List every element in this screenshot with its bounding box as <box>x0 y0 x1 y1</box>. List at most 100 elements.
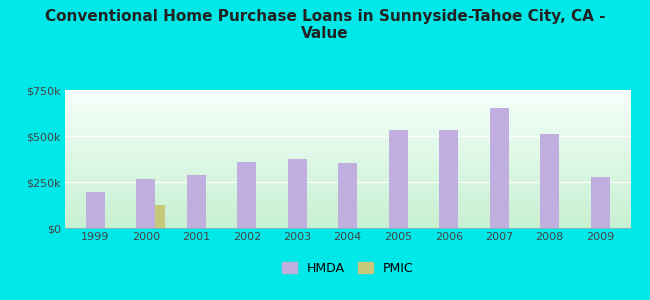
Bar <box>65 160 630 161</box>
Bar <box>338 163 358 228</box>
Bar <box>65 150 630 151</box>
Bar <box>65 209 630 210</box>
Bar <box>65 211 630 212</box>
Bar <box>65 132 630 133</box>
Bar <box>65 144 630 145</box>
Bar <box>65 149 630 150</box>
Bar <box>65 161 630 162</box>
Bar <box>65 167 630 168</box>
Bar <box>65 121 630 122</box>
Bar <box>65 99 630 100</box>
Bar <box>65 105 630 106</box>
Bar <box>65 96 630 97</box>
Bar <box>65 100 630 101</box>
Bar <box>65 117 630 118</box>
Bar <box>65 213 630 214</box>
Bar <box>65 181 630 182</box>
Bar <box>65 118 630 119</box>
Bar <box>65 222 630 223</box>
Bar <box>65 215 630 216</box>
Bar <box>65 164 630 165</box>
Bar <box>65 187 630 188</box>
Bar <box>65 193 630 194</box>
Bar <box>65 168 630 169</box>
Bar <box>65 101 630 102</box>
Bar <box>65 225 630 226</box>
Bar <box>65 201 630 202</box>
Text: Conventional Home Purchase Loans in Sunnyside-Tahoe City, CA -
Value: Conventional Home Purchase Loans in Sunn… <box>45 9 605 41</box>
Bar <box>65 180 630 181</box>
Bar <box>540 134 559 228</box>
Bar <box>65 177 630 178</box>
Bar <box>65 188 630 189</box>
Bar <box>65 141 630 142</box>
Bar <box>65 108 630 109</box>
Bar <box>65 92 630 93</box>
Bar <box>65 224 630 225</box>
Bar <box>65 115 630 116</box>
Bar <box>65 124 630 125</box>
Bar <box>65 197 630 198</box>
Bar <box>65 160 630 161</box>
Bar <box>65 173 630 174</box>
Bar <box>65 123 630 124</box>
Bar <box>65 120 630 121</box>
Bar <box>65 176 630 177</box>
Bar <box>65 203 630 204</box>
Bar <box>65 214 630 215</box>
Bar <box>65 174 630 175</box>
Bar <box>65 136 630 137</box>
Bar <box>65 202 630 203</box>
Bar <box>65 138 630 139</box>
Bar <box>65 198 630 199</box>
Bar <box>389 130 408 228</box>
Bar <box>65 165 630 166</box>
Bar <box>86 192 105 228</box>
Bar <box>65 116 630 117</box>
Legend: HMDA, PMIC: HMDA, PMIC <box>277 257 419 280</box>
Bar <box>65 163 630 164</box>
Bar <box>65 171 630 172</box>
Bar <box>65 126 630 127</box>
Bar <box>136 179 155 228</box>
Bar <box>65 133 630 134</box>
Bar <box>65 208 630 209</box>
Bar <box>65 156 630 157</box>
Bar <box>65 114 630 115</box>
Bar <box>65 91 630 92</box>
Bar <box>65 223 630 224</box>
Bar <box>65 143 630 144</box>
Bar <box>65 111 630 112</box>
Bar <box>65 162 630 163</box>
Bar <box>65 184 630 185</box>
Bar <box>65 186 630 187</box>
Bar <box>65 212 630 213</box>
Bar <box>65 93 630 94</box>
Bar <box>65 175 630 176</box>
Bar <box>65 196 630 197</box>
Bar <box>65 104 630 105</box>
Bar <box>65 139 630 140</box>
Bar <box>65 125 630 126</box>
Bar <box>237 162 256 228</box>
Bar <box>65 207 630 208</box>
Bar <box>65 142 630 143</box>
Bar <box>65 147 630 148</box>
Bar <box>65 192 630 193</box>
Bar <box>65 210 630 211</box>
Bar <box>591 177 610 228</box>
Bar <box>65 98 630 99</box>
Bar <box>65 204 630 205</box>
Bar <box>65 179 630 180</box>
Bar <box>65 191 630 192</box>
Bar <box>65 152 630 153</box>
Bar <box>65 221 630 222</box>
Bar <box>65 216 630 217</box>
Bar <box>65 226 630 227</box>
Bar <box>65 220 630 221</box>
Bar <box>65 182 630 183</box>
Bar <box>65 97 630 98</box>
Bar <box>65 158 630 159</box>
Bar <box>65 153 630 154</box>
Bar <box>65 107 630 108</box>
